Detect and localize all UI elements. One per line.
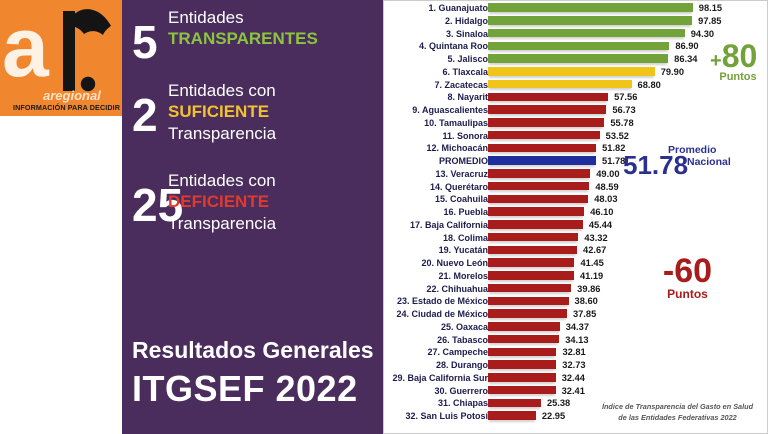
svg-text:a: a [2,0,50,94]
